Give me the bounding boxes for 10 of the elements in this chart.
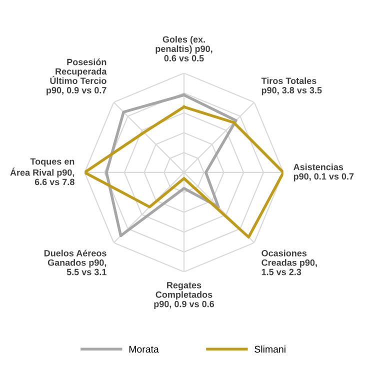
spoke-label: Regates Completados p90, 0.9 vs 0.6 bbox=[154, 282, 214, 309]
spoke-label: Toques en Área Rival p90, 6.6 vs 7.8 bbox=[10, 158, 74, 186]
spoke-label: Goles (ex. penaltis) p90, 0.6 vs 0.5 bbox=[156, 36, 212, 62]
spoke-label: Tiros Totales p90, 3.8 vs 3.5 bbox=[261, 77, 322, 96]
spoke-label: Ocasiones Creadas p90, 1.5 vs 2.3 bbox=[262, 250, 317, 276]
spoke-label: Duelos Aéreos Ganados p90, 5.5 vs 3.1 bbox=[44, 250, 106, 276]
spoke-label: Posesión Recuperada Último Tercio p90, 0.9 vs 0.7 bbox=[46, 58, 107, 96]
spoke-label: Asistencias p90, 0.1 vs 0.7 bbox=[294, 164, 354, 182]
legend-label: Slimani bbox=[254, 346, 286, 353]
legend-label: Morata bbox=[129, 346, 159, 353]
